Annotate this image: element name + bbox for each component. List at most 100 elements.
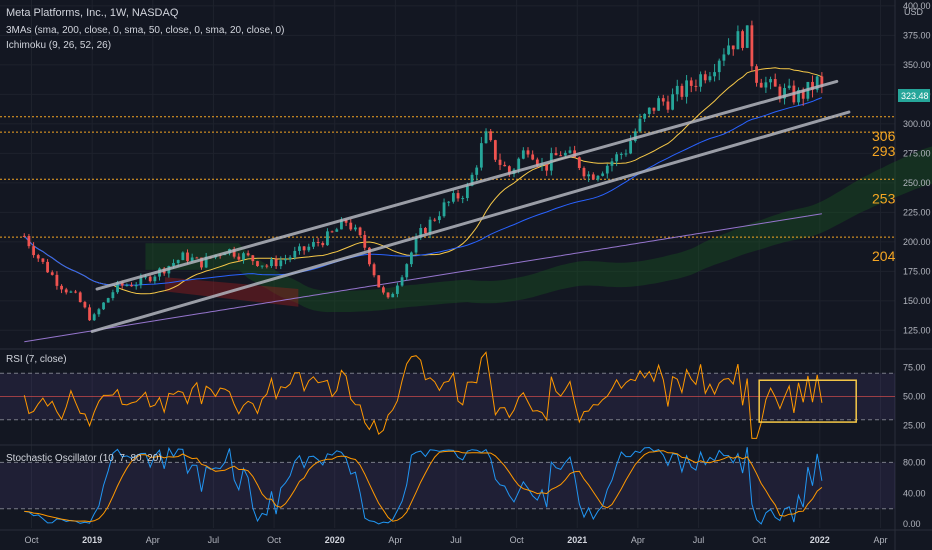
candle[interactable] (456, 193, 460, 199)
candle[interactable] (186, 252, 189, 262)
candle[interactable] (242, 253, 245, 260)
candle[interactable] (134, 285, 138, 287)
candle[interactable] (358, 227, 362, 236)
candle[interactable] (503, 164, 507, 167)
candle[interactable] (713, 72, 716, 77)
candle[interactable] (64, 289, 68, 293)
candle[interactable] (489, 131, 493, 141)
candle[interactable] (316, 241, 320, 244)
trendline-2[interactable] (90, 110, 851, 333)
candle[interactable] (745, 25, 749, 48)
candle[interactable] (722, 54, 726, 61)
candle[interactable] (736, 31, 740, 50)
candle[interactable] (78, 292, 82, 303)
candle[interactable] (88, 307, 91, 321)
candle[interactable] (563, 152, 567, 156)
candle[interactable] (801, 89, 805, 99)
candle[interactable] (778, 86, 782, 99)
candle[interactable] (55, 274, 59, 286)
stochastic-panel[interactable] (0, 446, 895, 525)
candle[interactable] (764, 82, 768, 88)
candle[interactable] (507, 166, 511, 174)
candle[interactable] (554, 153, 558, 156)
candle[interactable] (783, 88, 786, 99)
candle[interactable] (368, 247, 371, 265)
candle[interactable] (190, 257, 194, 262)
candle[interactable] (797, 89, 800, 103)
candle[interactable] (517, 158, 521, 170)
candle[interactable] (535, 159, 539, 166)
candle[interactable] (759, 82, 763, 88)
candle[interactable] (116, 282, 119, 293)
ichimoku-indicator-label[interactable]: Ichimoku (9, 26, 52, 26) (6, 40, 111, 51)
candle[interactable] (27, 236, 31, 247)
candle[interactable] (391, 293, 395, 298)
candle[interactable] (647, 107, 651, 114)
candle[interactable] (246, 253, 250, 256)
candle[interactable] (731, 45, 735, 50)
candle[interactable] (568, 150, 572, 153)
candle[interactable] (428, 219, 432, 234)
candle[interactable] (493, 140, 497, 160)
candle[interactable] (787, 85, 791, 89)
candle[interactable] (820, 76, 824, 87)
candle[interactable] (330, 231, 334, 233)
stoch-k-line[interactable] (24, 446, 823, 525)
candle[interactable] (111, 292, 115, 299)
candle[interactable] (144, 276, 147, 278)
candle[interactable] (195, 257, 199, 259)
candle[interactable] (685, 80, 688, 97)
candle[interactable] (125, 285, 129, 287)
candle[interactable] (251, 255, 255, 262)
candle[interactable] (265, 265, 269, 267)
candle[interactable] (284, 259, 287, 261)
trendline-1[interactable] (95, 79, 839, 291)
candle[interactable] (433, 219, 437, 221)
candle[interactable] (41, 258, 45, 262)
candle[interactable] (274, 259, 278, 267)
candle[interactable] (288, 257, 292, 260)
candle[interactable] (741, 31, 744, 48)
candle[interactable] (610, 161, 614, 166)
candle[interactable] (340, 219, 343, 230)
candle[interactable] (437, 216, 441, 221)
candle[interactable] (46, 261, 49, 273)
candle[interactable] (312, 241, 315, 247)
candle[interactable] (396, 285, 399, 294)
candle[interactable] (335, 229, 339, 232)
candle[interactable] (675, 85, 679, 95)
candle[interactable] (409, 252, 413, 265)
candle[interactable] (293, 250, 297, 258)
candle[interactable] (106, 298, 110, 303)
candles[interactable] (22, 20, 824, 321)
trendlines[interactable] (90, 79, 851, 333)
candle[interactable] (74, 291, 77, 293)
rsi-panel[interactable] (0, 351, 895, 439)
candle[interactable] (172, 263, 175, 267)
candle[interactable] (442, 202, 446, 217)
candle[interactable] (354, 227, 357, 230)
candle[interactable] (545, 163, 549, 171)
candle[interactable] (92, 314, 96, 321)
candle[interactable] (200, 257, 203, 268)
candle[interactable] (321, 243, 325, 246)
candle[interactable] (386, 292, 390, 298)
candle[interactable] (629, 141, 633, 154)
candle[interactable] (591, 174, 595, 180)
candle[interactable] (363, 235, 367, 248)
candle[interactable] (811, 81, 814, 90)
candle[interactable] (50, 272, 54, 275)
candle[interactable] (475, 167, 479, 175)
candle[interactable] (419, 227, 423, 238)
candle[interactable] (657, 98, 661, 111)
candle[interactable] (153, 276, 157, 282)
candle[interactable] (587, 174, 591, 177)
candle[interactable] (279, 260, 283, 267)
candle[interactable] (382, 287, 385, 293)
candle[interactable] (652, 107, 656, 111)
candle[interactable] (479, 143, 483, 168)
candle[interactable] (708, 76, 712, 81)
candle[interactable] (423, 227, 427, 234)
candle[interactable] (447, 201, 451, 203)
